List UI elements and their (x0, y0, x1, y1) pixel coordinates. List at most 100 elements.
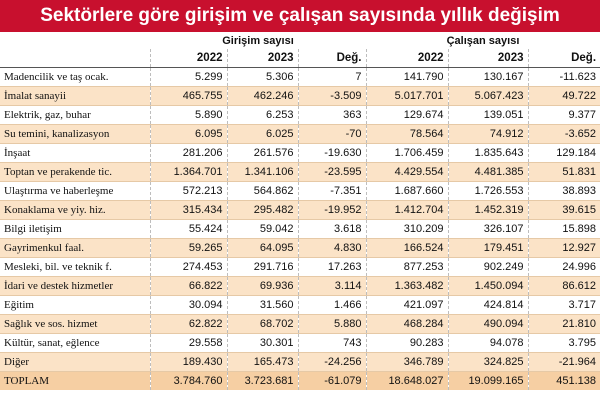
table-row: İnşaat 281.206 261.576 -19.630 1.706.459 1.83… (0, 143, 600, 163)
value-cell: -70 (298, 124, 367, 144)
table-body: Madencilik ve taş ocak. 5.299 5.306 7 141.79… (0, 67, 600, 390)
table-row: Su temini, kanalizasyon 6.095 6.025 -70 78.5… (0, 124, 600, 144)
value-cell: 90.283 (366, 333, 449, 353)
value-cell: 39.615 (528, 200, 600, 220)
group-header-blank (0, 32, 150, 49)
value-cell: 165.473 (227, 352, 299, 372)
total-value-cell: 18.648.027 (366, 370, 449, 390)
value-cell: 6.253 (227, 105, 299, 125)
value-cell: 1.466 (298, 295, 367, 315)
value-cell: 55.424 (150, 219, 228, 239)
value-cell: 69.936 (227, 276, 299, 296)
value-cell: 1.706.459 (366, 143, 449, 163)
value-cell: 743 (298, 333, 367, 353)
value-cell: 1.450.094 (448, 276, 529, 296)
value-cell: 3.795 (528, 333, 600, 353)
value-cell: 7 (298, 67, 367, 87)
value-cell: 462.246 (227, 86, 299, 106)
value-cell: 38.893 (528, 181, 600, 201)
value-cell: 141.790 (366, 67, 449, 87)
total-value-cell: 19.099.165 (448, 370, 529, 390)
total-value-cell: 3.784.760 (150, 370, 228, 390)
value-cell: 12.927 (528, 238, 600, 258)
value-cell: 3.114 (298, 276, 367, 296)
value-cell: 295.482 (227, 200, 299, 220)
value-cell: 346.789 (366, 352, 449, 372)
value-cell: -19.952 (298, 200, 367, 220)
value-cell: 1.341.106 (227, 162, 299, 182)
total-label-cell: TOPLAM (0, 370, 151, 390)
value-cell: 179.451 (448, 238, 529, 258)
sector-name-cell: Eğitim (0, 295, 151, 315)
value-cell: 310.209 (366, 219, 449, 239)
value-cell: 564.862 (227, 181, 299, 201)
value-cell: 129.184 (528, 143, 600, 163)
value-cell: -21.964 (528, 352, 600, 372)
sector-name-cell: Diğer (0, 352, 151, 372)
value-cell: 877.253 (366, 257, 449, 277)
value-cell: 66.822 (150, 276, 228, 296)
value-cell: 490.094 (448, 314, 529, 334)
value-cell: 3.717 (528, 295, 600, 315)
sector-name-cell: Mesleki, bil. ve teknik f. (0, 257, 151, 277)
table-row: Sağlık ve sos. hizmet 62.822 68.702 5.880 46… (0, 314, 600, 334)
value-cell: -3.509 (298, 86, 367, 106)
value-cell: 274.453 (150, 257, 228, 277)
value-cell: 24.996 (528, 257, 600, 277)
group-header-row: Girişim sayısı Çalışan sayısı (0, 32, 600, 49)
value-cell: -24.256 (298, 352, 367, 372)
value-cell: 5.306 (227, 67, 299, 87)
table-row: Eğitim 30.094 31.560 1.466 421.097 424.814 3.7… (0, 295, 600, 315)
value-cell: 281.206 (150, 143, 228, 163)
table-row: Madencilik ve taş ocak. 5.299 5.306 7 141.79… (0, 67, 600, 87)
column-header: Değ. (528, 49, 600, 68)
value-cell: -23.595 (298, 162, 367, 182)
value-cell: 51.831 (528, 162, 600, 182)
value-cell: 129.674 (366, 105, 449, 125)
value-cell: 9.377 (528, 105, 600, 125)
value-cell: 1.364.701 (150, 162, 228, 182)
value-cell: 572.213 (150, 181, 228, 201)
value-cell: 78.564 (366, 124, 449, 144)
value-cell: 326.107 (448, 219, 529, 239)
table-row: Elektrik, gaz, buhar 5.890 6.253 363 129.674… (0, 105, 600, 125)
value-cell: 1.412.704 (366, 200, 449, 220)
sector-name-cell: Konaklama ve yiy. hiz. (0, 200, 151, 220)
value-cell: -19.630 (298, 143, 367, 163)
value-cell: 3.618 (298, 219, 367, 239)
value-cell: 59.265 (150, 238, 228, 258)
value-cell: 465.755 (150, 86, 228, 106)
table-row: Kültür, sanat, eğlence 29.558 30.301 743 90.… (0, 333, 600, 353)
sector-name-cell: İdari ve destek hizmetler (0, 276, 151, 296)
value-cell: 21.810 (528, 314, 600, 334)
table-row: Diğer 189.430 165.473 -24.256 346.789 324.825… (0, 352, 600, 372)
sector-name-cell: Su temini, kanalizasyon (0, 124, 151, 144)
value-cell: -11.623 (528, 67, 600, 87)
sector-name-cell: Bilgi iletişim (0, 219, 151, 239)
total-value-cell: -61.079 (298, 370, 367, 390)
sector-name-cell: Toptan ve perakende tic. (0, 162, 151, 182)
value-cell: 59.042 (227, 219, 299, 239)
value-cell: 68.702 (227, 314, 299, 334)
sector-name-cell: Elektrik, gaz, buhar (0, 105, 151, 125)
value-cell: 4.429.554 (366, 162, 449, 182)
value-cell: 363 (298, 105, 367, 125)
value-cell: 468.284 (366, 314, 449, 334)
table-row: İdari ve destek hizmetler 66.822 69.936 3.1… (0, 276, 600, 296)
value-cell: 64.095 (227, 238, 299, 258)
value-cell: 315.434 (150, 200, 228, 220)
value-cell: 324.825 (448, 352, 529, 372)
value-cell: 30.301 (227, 333, 299, 353)
value-cell: 17.263 (298, 257, 367, 277)
value-cell: 5.299 (150, 67, 228, 87)
value-cell: -3.652 (528, 124, 600, 144)
value-cell: 421.097 (366, 295, 449, 315)
sector-name-cell: Gayrimenkul faal. (0, 238, 151, 258)
value-cell: 130.167 (448, 67, 529, 87)
value-cell: 902.249 (448, 257, 529, 277)
total-value-cell: 3.723.681 (227, 370, 299, 390)
value-cell: 29.558 (150, 333, 228, 353)
value-cell: 1.452.319 (448, 200, 529, 220)
value-cell: 261.576 (227, 143, 299, 163)
